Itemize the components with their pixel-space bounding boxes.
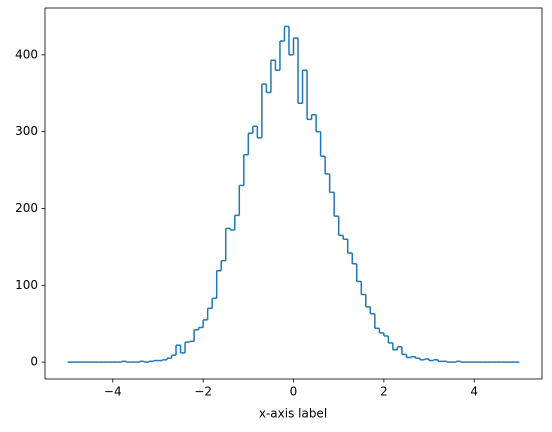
x-axis-label: x-axis label [259,407,327,421]
y-tick-label: 200 [15,201,38,215]
axes-frame [44,7,543,380]
x-tick-label: −4 [104,385,122,399]
x-tick-label: −2 [194,385,212,399]
y-tick-label: 0 [30,355,38,369]
y-tick-label: 400 [15,47,38,61]
y-tick-label: 300 [15,124,38,138]
x-tick-label: 4 [470,385,478,399]
y-tick-label: 100 [15,278,38,292]
x-tick-label: 2 [380,385,388,399]
x-tick-label: 0 [290,385,298,399]
